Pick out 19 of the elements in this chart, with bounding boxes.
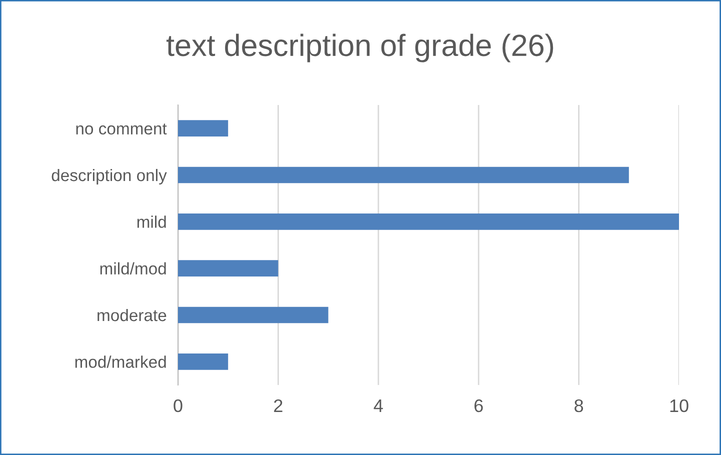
x-tick-label: 8 [574,399,584,412]
bar [178,260,278,276]
y-tick-label: moderate [98,308,166,322]
x-tick-label: 2 [274,399,282,412]
y-tick-label: mild/mod [100,262,166,275]
x-tick-label: 6 [474,399,483,412]
chart-title: text description of grade (26) [166,34,554,62]
bar [178,166,629,184]
x-tick-label: 4 [374,400,383,412]
y-tick-label: mild [137,216,166,228]
bar [178,214,679,230]
y-tick-label: mod/marked [75,356,166,368]
x-tick-label: 10 [670,399,688,412]
y-tick-label: description only [52,168,167,184]
x-tick-label: 0 [174,399,182,412]
bar [178,354,228,370]
bar [178,120,228,136]
bar [178,306,328,324]
y-tick-label: no comment [76,124,167,135]
